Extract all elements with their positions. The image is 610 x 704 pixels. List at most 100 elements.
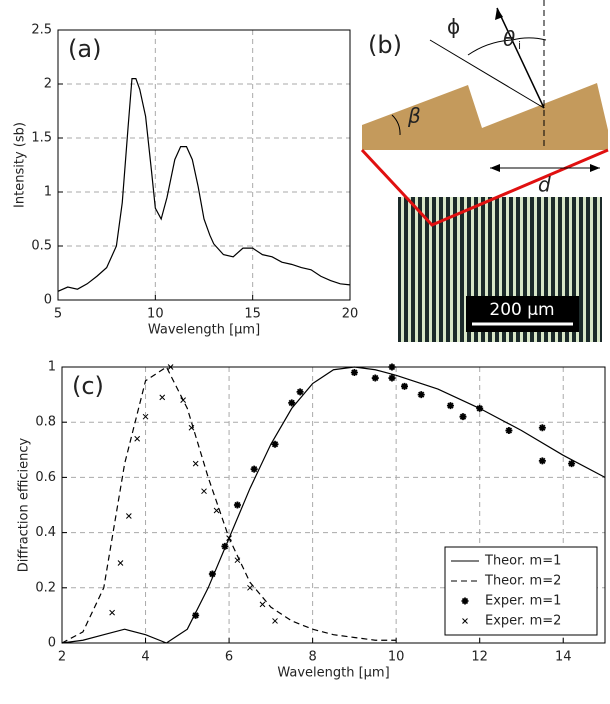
cross-marker xyxy=(160,395,165,400)
marker-shape xyxy=(476,405,483,412)
x-tick-label: 12 xyxy=(471,650,488,665)
scale-bar-label: 200 μm xyxy=(489,300,554,320)
marker-shape xyxy=(192,612,199,619)
y-tick-label: 0 xyxy=(44,293,52,308)
asterisk-marker xyxy=(568,460,575,467)
asterisk-marker xyxy=(388,375,395,382)
marker-shape xyxy=(505,427,512,434)
cross-marker xyxy=(202,489,207,494)
arrow-head xyxy=(590,164,600,172)
x-tick-label: 2 xyxy=(58,650,66,665)
asterisk-marker xyxy=(462,598,469,605)
cross-marker xyxy=(110,610,115,615)
cross-marker xyxy=(273,618,278,623)
asterisk-marker xyxy=(221,543,228,550)
marker-shape xyxy=(568,460,575,467)
marker-shape xyxy=(251,466,258,473)
legend-label: Theor. m=2 xyxy=(484,574,561,589)
marker-shape xyxy=(214,508,219,513)
panel-label: (c) xyxy=(72,372,104,400)
asterisk-marker xyxy=(351,369,358,376)
y-tick-label: 0.5 xyxy=(31,239,52,254)
x-tick-label: 6 xyxy=(225,650,233,665)
figure: (b) ϕ θ i β d 200 μm 510152000.511.522.5… xyxy=(0,0,610,700)
marker-shape xyxy=(202,489,207,494)
asterisk-marker xyxy=(297,388,304,395)
marker-shape xyxy=(110,610,115,615)
marker-shape xyxy=(388,375,395,382)
y-tick-label: 1 xyxy=(48,360,56,375)
period-label: d xyxy=(538,173,551,197)
marker-shape xyxy=(272,441,279,448)
marker-shape xyxy=(462,598,469,605)
marker-shape xyxy=(539,424,546,431)
marker-shape xyxy=(126,514,131,519)
x-axis-label: Wavelength [μm] xyxy=(277,666,389,681)
x-tick-label: 20 xyxy=(342,307,359,322)
x-tick-label: 4 xyxy=(141,650,149,665)
cross-marker xyxy=(118,560,123,565)
asterisk-marker xyxy=(251,466,258,473)
legend-label: Exper. m=1 xyxy=(485,594,561,609)
x-tick-label: 10 xyxy=(388,650,405,665)
marker-shape xyxy=(459,413,466,420)
marker-shape xyxy=(273,618,278,623)
y-tick-label: 2.5 xyxy=(31,23,52,38)
asterisk-marker xyxy=(476,405,483,412)
y-axis-label: Intensity (sb) xyxy=(13,122,28,208)
cross-marker xyxy=(135,436,140,441)
marker-shape xyxy=(234,502,241,509)
y-tick-label: 1.5 xyxy=(31,131,52,146)
legend-label: Exper. m=2 xyxy=(485,614,561,629)
grating-profile xyxy=(362,83,608,150)
asterisk-marker xyxy=(234,502,241,509)
panel-label: (a) xyxy=(68,35,101,63)
x-tick-label: 15 xyxy=(244,307,261,322)
asterisk-marker xyxy=(192,612,199,619)
marker-shape xyxy=(401,383,408,390)
asterisk-marker xyxy=(372,375,379,382)
asterisk-marker xyxy=(418,391,425,398)
beta-label: β xyxy=(407,104,421,128)
marker-shape xyxy=(372,375,379,382)
cross-marker xyxy=(260,602,265,607)
theta-label: θ xyxy=(503,27,515,51)
y-tick-label: 1 xyxy=(44,185,52,200)
asterisk-marker xyxy=(209,571,216,578)
series-line xyxy=(58,79,350,292)
marker-shape xyxy=(135,436,140,441)
cross-marker xyxy=(193,461,198,466)
y-tick-label: 0.6 xyxy=(35,470,56,485)
cross-marker xyxy=(126,514,131,519)
phi-label: ϕ xyxy=(447,15,460,39)
marker-shape xyxy=(181,398,186,403)
marker-shape xyxy=(447,402,454,409)
y-tick-label: 0.4 xyxy=(35,525,56,540)
y-axis-label: Diffraction efficiency xyxy=(17,437,32,572)
marker-shape xyxy=(351,369,358,376)
asterisk-marker xyxy=(272,441,279,448)
y-tick-label: 2 xyxy=(44,77,52,92)
asterisk-marker xyxy=(505,427,512,434)
cross-marker xyxy=(181,398,186,403)
marker-shape xyxy=(160,395,165,400)
x-tick-label: 14 xyxy=(555,650,572,665)
cross-marker xyxy=(214,508,219,513)
panel-label: (b) xyxy=(368,31,402,59)
marker-shape xyxy=(288,399,295,406)
asterisk-marker xyxy=(288,399,295,406)
y-tick-label: 0.8 xyxy=(35,415,56,430)
marker-shape xyxy=(260,602,265,607)
x-axis-label: Wavelength [μm] xyxy=(148,323,260,338)
x-tick-label: 8 xyxy=(308,650,316,665)
asterisk-marker xyxy=(447,402,454,409)
x-tick-label: 5 xyxy=(54,307,62,322)
marker-shape xyxy=(388,364,395,371)
asterisk-marker xyxy=(401,383,408,390)
y-tick-label: 0.2 xyxy=(35,580,56,595)
asterisk-marker xyxy=(539,424,546,431)
plot-frame xyxy=(58,30,350,300)
x-tick-label: 10 xyxy=(147,307,164,322)
